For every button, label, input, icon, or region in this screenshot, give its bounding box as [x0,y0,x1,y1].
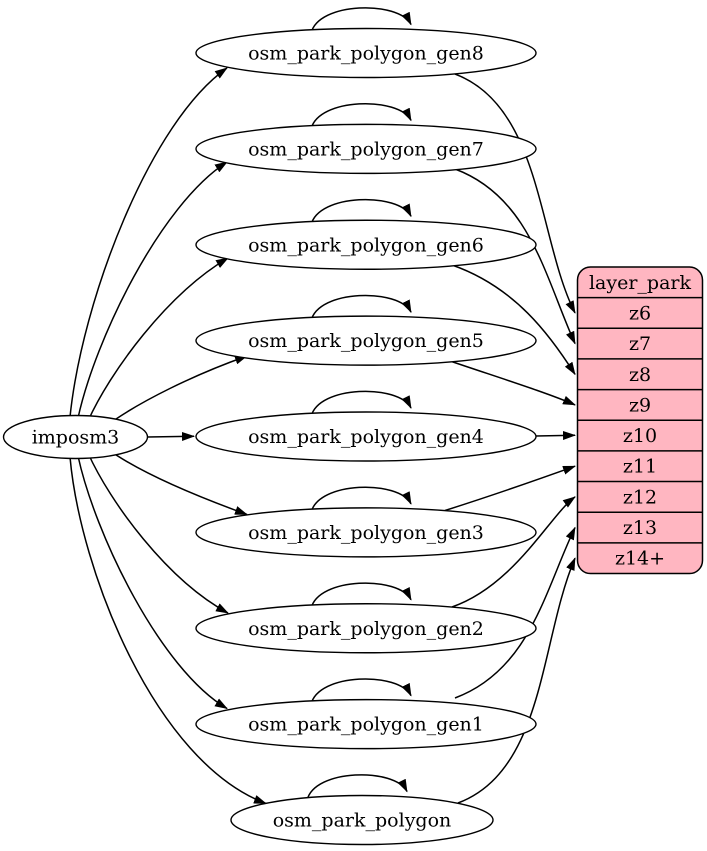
node-label: osm_park_polygon_gen8 [248,43,484,65]
edge-imposm3-to-osm_park_polygon_gen5 [105,355,248,427]
table-row-z11: z11 [623,456,657,478]
node-ellipse [195,507,537,558]
node-label: osm_park_polygon_gen5 [248,330,484,352]
node-label: osm_park_polygon_gen4 [248,426,484,448]
edge-osm_park_polygon_gen3-to-osm_park_polygon_gen3 [310,486,412,514]
edge-osm_park_polygon_gen8-to-z6 [454,73,576,314]
table-row-z14+: z14+ [615,548,665,570]
table-row-z10: z10 [623,425,657,447]
edge-osm_park_polygon_gen1-to-osm_park_polygon_gen1 [310,678,412,705]
node-osm_park_polygon: osm_park_polygon [230,794,494,846]
table-title: layer_park [589,272,692,294]
node-label: osm_park_polygon_gen3 [248,522,484,544]
edge-osm_park_polygon_gen6-to-z8 [451,264,576,376]
edge-imposm3-to-osm_park_polygon_gen1 [77,455,228,710]
edge-imposm3-to-osm_park_polygon_gen2 [87,452,229,614]
node-osm_park_polygon_gen6: osm_park_polygon_gen6 [195,219,537,270]
edge-osm_park_polygon_gen5-to-osm_park_polygon_gen5 [310,294,412,322]
node-osm_park_polygon_gen7: osm_park_polygon_gen7 [195,123,537,175]
node-label: osm_park_polygon_gen6 [248,234,484,256]
node-ellipse [195,219,537,270]
nodes-layer: imposm3 osm_park_polygon_gen8 osm_park_pol… [2,27,537,846]
edge-osm_park_polygon_gen2-to-z12 [451,496,576,608]
node-osm_park_polygon_gen8: osm_park_polygon_gen8 [195,27,537,79]
node-osm_park_polygon_gen5: osm_park_polygon_gen5 [195,315,537,366]
table-row-z9: z9 [629,394,651,416]
table-row-label: z10 [623,425,657,447]
node-ellipse [230,794,494,846]
table-row-label: z11 [623,456,657,478]
table-row-z7: z7 [629,333,651,355]
node-ellipse [195,698,537,750]
edge-imposm3-to-osm_park_polygon_gen4 [147,431,195,441]
edge-osm_park_polygon_gen8-to-osm_park_polygon_gen8 [310,7,412,34]
node-label: osm_park_polygon_gen1 [248,714,484,736]
edge-osm_park_polygon-to-z14+ [457,557,576,804]
table-row-label: z12 [623,486,657,508]
table-row-label: z9 [629,394,651,416]
table-row-label: z7 [629,333,651,355]
table-row-label: z6 [629,302,651,324]
node-osm_park_polygon_gen1: osm_park_polygon_gen1 [195,698,537,750]
edges-layer [69,7,576,805]
edge-osm_park_polygon_gen2-to-osm_park_polygon_gen2 [310,582,412,609]
node-ellipse [195,123,537,175]
node-label: osm_park_polygon_gen2 [248,618,484,640]
edge-osm_park_polygon_gen7-to-osm_park_polygon_gen7 [310,103,412,130]
table-row-z13: z13 [623,517,657,539]
node-label: osm_park_polygon [273,810,452,832]
edge-osm_park_polygon-to-osm_park_polygon [306,774,408,801]
node-label: imposm3 [32,427,120,449]
table-row-z6: z6 [629,302,651,324]
edge-osm_park_polygon_gen5-to-z9 [449,360,576,406]
edge-imposm3-to-osm_park_polygon_gen6 [87,257,229,422]
table-row-z8: z8 [629,364,651,386]
node-ellipse [195,603,537,654]
table-row-label: z13 [623,517,657,539]
table-row-label: z14+ [615,548,665,570]
edge-imposm3-to-osm_park_polygon_gen8 [69,67,228,418]
node-ellipse [2,414,149,460]
node-osm_park_polygon_gen3: osm_park_polygon_gen3 [195,507,537,558]
node-imposm3: imposm3 [2,414,149,460]
edge-osm_park_polygon_gen4-to-osm_park_polygon_gen4 [310,390,412,418]
edge-imposm3-to-osm_park_polygon_gen3 [105,447,248,516]
edge-osm_park_polygon_gen3-to-z11 [444,465,576,512]
edge-imposm3-to-osm_park_polygon [69,456,267,805]
edge-osm_park_polygon_gen4-to-z10 [535,431,576,441]
node-osm_park_polygon_gen4: osm_park_polygon_gen4 [195,411,537,462]
node-ellipse [195,411,537,462]
node-label: osm_park_polygon_gen7 [248,138,484,160]
edge-osm_park_polygon_gen6-to-osm_park_polygon_gen6 [310,198,412,226]
node-ellipse [195,27,537,79]
table-row-label: z8 [629,364,651,386]
node-osm_park_polygon_gen2: osm_park_polygon_gen2 [195,603,537,654]
node-ellipse [195,315,537,366]
table-layer_park: layer_park z6 z7 z8 z9 z10 z11 z12 z13 z14+ [576,266,704,575]
edge-imposm3-to-osm_park_polygon_gen7 [77,161,228,419]
table-row-z12: z12 [623,486,657,508]
